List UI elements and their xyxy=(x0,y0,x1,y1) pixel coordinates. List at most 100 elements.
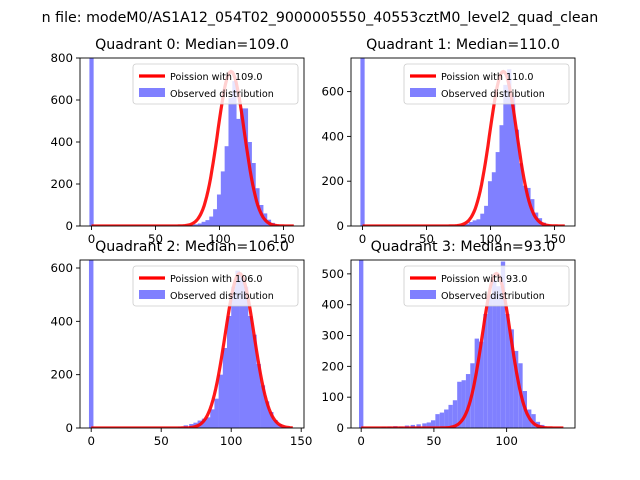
plot-area-1 xyxy=(360,58,566,226)
x-tick-label: 150 xyxy=(272,232,295,246)
hist-bar xyxy=(197,223,202,226)
hist-bar xyxy=(513,350,519,428)
hist-bar xyxy=(487,295,493,428)
y-tick-label: 600 xyxy=(50,93,73,107)
legend-hist-swatch xyxy=(139,88,165,97)
hist-bar xyxy=(235,270,240,428)
hist-bar xyxy=(236,118,241,226)
hist-bar xyxy=(222,348,228,428)
hist-bar xyxy=(431,420,436,428)
x-tick-label: 100 xyxy=(479,232,502,246)
panel-title: Quadrant 0: Median=109.0 xyxy=(95,37,289,53)
hist-bar xyxy=(474,338,479,428)
y-tick-label: 400 xyxy=(50,314,73,328)
hist-bar xyxy=(479,341,484,428)
legend-poisson-label: Poission with 93.0 xyxy=(441,274,527,285)
panel-title: Quadrant 2: Median=106.0 xyxy=(95,239,289,255)
figure-suptitle: n file: modeM0/AS1A12_054T02_9000005550_… xyxy=(42,10,599,26)
hist-bar xyxy=(243,108,249,226)
y-tick-label: 300 xyxy=(321,329,344,343)
hist-bar xyxy=(483,313,488,428)
hist-bar xyxy=(269,412,274,428)
x-tick-label: 0 xyxy=(357,434,365,448)
hist-bar xyxy=(507,69,512,226)
hist-bar xyxy=(526,187,531,226)
hist-bar xyxy=(492,280,497,428)
hist-bar xyxy=(231,286,236,428)
x-tick-label: 100 xyxy=(208,232,231,246)
hist-bar-zero xyxy=(360,58,365,226)
hist-bar xyxy=(228,97,233,226)
hist-bar xyxy=(256,364,261,428)
plot-area-3 xyxy=(359,260,564,428)
hist-bar xyxy=(247,142,252,226)
y-tick-label: 400 xyxy=(321,129,344,143)
x-tick-label: 150 xyxy=(543,232,566,246)
poisson-curve xyxy=(362,69,566,226)
hist-bar xyxy=(448,404,453,428)
legend-box xyxy=(403,63,570,105)
x-tick-label: 0 xyxy=(88,232,96,246)
hist-bar xyxy=(518,163,523,226)
y-tick-label: 0 xyxy=(336,219,344,233)
hist-bar xyxy=(461,380,466,428)
hist-bar xyxy=(227,316,232,428)
y-tick-label: 200 xyxy=(50,177,73,191)
poisson-curve xyxy=(361,271,564,428)
legend-box xyxy=(132,63,299,105)
hist-bar xyxy=(205,220,210,226)
hist-bar xyxy=(499,125,504,226)
poisson-curve xyxy=(91,271,293,428)
y-tick-label: 500 xyxy=(321,267,344,281)
hist-bar xyxy=(193,224,199,226)
legend-poisson-label: Poission with 109.0 xyxy=(170,72,263,83)
x-tick-label: 100 xyxy=(495,434,518,448)
y-tick-label: 200 xyxy=(50,368,73,382)
hist-bar xyxy=(252,334,257,428)
panel-3: 0 50 100 0 100 200 300 400 500 Quadrant 3: Median… xyxy=(321,239,576,448)
y-tick-label: 100 xyxy=(321,390,344,404)
hist-bar xyxy=(248,316,253,428)
hist-bar xyxy=(500,261,506,428)
hist-bar xyxy=(214,398,219,428)
axes-frame xyxy=(350,259,576,429)
hist-bar xyxy=(465,374,471,428)
hist-bar xyxy=(464,223,470,226)
hist-bar-zero xyxy=(89,58,94,226)
hist-bar xyxy=(509,329,514,428)
x-tick-label: 0 xyxy=(87,434,95,448)
legend-observed-label: Observed distribution xyxy=(170,291,274,302)
hist-bar xyxy=(216,194,222,226)
hist-bar xyxy=(452,400,458,428)
hist-bar xyxy=(422,423,427,428)
hist-bar xyxy=(511,96,516,226)
hist-bar xyxy=(220,171,226,226)
hist-bar xyxy=(505,313,510,428)
hist-bar xyxy=(495,152,500,226)
panel-1: 0 50 100 150 0 200 400 600 Quadrant 1: Median=11… xyxy=(321,37,576,246)
poisson-curve xyxy=(91,69,295,226)
hist-bar xyxy=(503,84,508,226)
axes-frame xyxy=(79,259,305,429)
x-tick-label: 50 xyxy=(148,232,163,246)
legend-observed-label: Observed distribution xyxy=(170,89,274,100)
legend-box xyxy=(403,265,570,307)
y-tick-label: 600 xyxy=(50,261,73,275)
legend-observed-label: Observed distribution xyxy=(441,291,545,302)
y-tick-label: 400 xyxy=(321,298,344,312)
panel-title: Quadrant 1: Median=110.0 xyxy=(366,37,560,53)
hist-bar xyxy=(491,172,497,226)
hist-bar xyxy=(468,221,473,226)
panel-2: 0 50 100 150 0 200 400 600 Quadrant 2: Median=10… xyxy=(50,239,312,448)
y-tick-label: 0 xyxy=(65,219,73,233)
x-tick-label: 100 xyxy=(220,434,243,448)
hist-bar xyxy=(224,146,229,226)
hist-bar xyxy=(457,381,462,428)
hist-bar xyxy=(435,414,440,428)
panel-title: Quadrant 3: Median=93.0 xyxy=(371,239,556,255)
x-tick-label: 50 xyxy=(426,434,441,448)
y-tick-label: 0 xyxy=(336,421,344,435)
hist-bar-zero xyxy=(88,260,94,428)
legend-hist-swatch xyxy=(410,290,436,299)
legend-poisson-label: Poission with 110.0 xyxy=(441,72,534,83)
